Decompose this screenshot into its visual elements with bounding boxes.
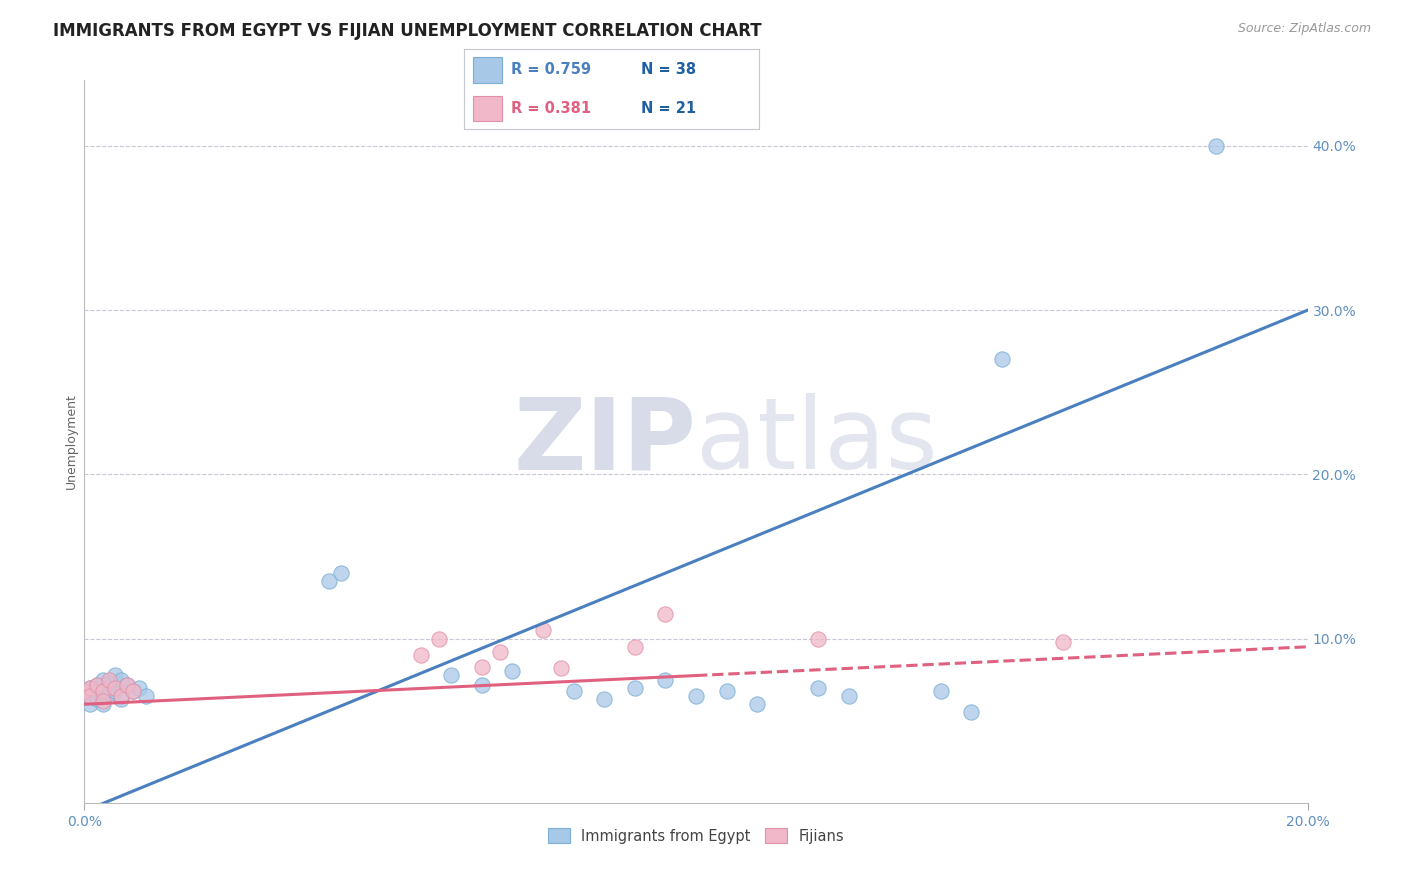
Bar xyxy=(472,57,502,83)
Text: ZIP: ZIP xyxy=(513,393,696,490)
Bar xyxy=(472,95,502,121)
Legend: Immigrants from Egypt, Fijians: Immigrants from Egypt, Fijians xyxy=(541,822,851,850)
Y-axis label: Unemployment: Unemployment xyxy=(65,393,77,490)
Text: IMMIGRANTS FROM EGYPT VS FIJIAN UNEMPLOYMENT CORRELATION CHART: IMMIGRANTS FROM EGYPT VS FIJIAN UNEMPLOY… xyxy=(53,22,762,40)
Text: N = 38: N = 38 xyxy=(641,62,696,78)
Text: Source: ZipAtlas.com: Source: ZipAtlas.com xyxy=(1237,22,1371,36)
Text: R = 0.759: R = 0.759 xyxy=(512,62,591,78)
Text: atlas: atlas xyxy=(696,393,938,490)
Text: N = 21: N = 21 xyxy=(641,101,696,116)
Text: R = 0.381: R = 0.381 xyxy=(512,101,592,116)
